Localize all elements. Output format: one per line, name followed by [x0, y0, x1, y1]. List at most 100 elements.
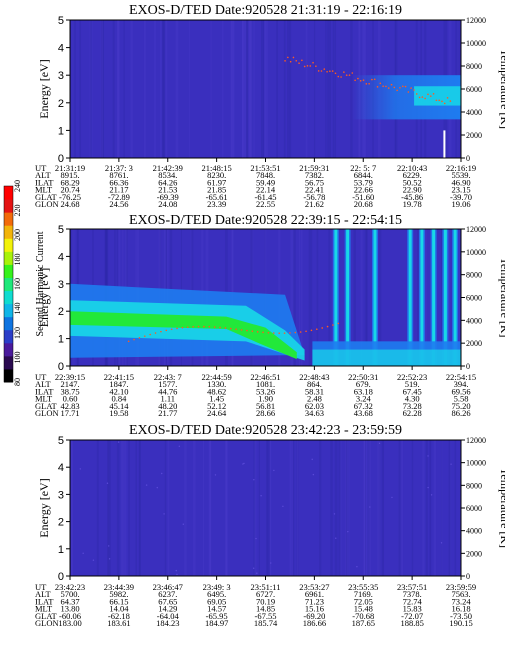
heatmap-stripe	[365, 440, 367, 576]
heatmap-stripe	[248, 20, 252, 158]
table-cell: 17.71	[60, 408, 79, 418]
noise-speck	[175, 569, 178, 572]
table-row-label: ALT	[35, 170, 52, 180]
y-tick-label: 1	[58, 334, 64, 346]
heatmap-stripe	[289, 440, 292, 576]
heatmap-stripe	[417, 229, 420, 366]
data-gap-mark	[443, 130, 446, 158]
table-cell: 75.20	[451, 401, 470, 411]
y-axis-label: Energy [eV]	[37, 478, 51, 537]
table-cell: 14.29	[158, 604, 177, 614]
heatmap-stripe	[117, 20, 120, 158]
heatmap-stripe	[325, 20, 327, 158]
table-cell: 23:51:11	[251, 582, 281, 592]
energy-band-green	[70, 311, 297, 360]
temperature-trace-point	[294, 331, 297, 334]
table-cell: 46.90	[451, 177, 470, 187]
table-cell: 52.12	[207, 401, 226, 411]
table-cell: 1847.	[109, 379, 128, 389]
table-cell: 66.36	[109, 177, 128, 187]
heatmap-stripe	[327, 20, 329, 158]
temperature-trace-point	[424, 97, 426, 100]
table-cell: 64.37	[60, 596, 79, 606]
noise-speck	[440, 542, 443, 544]
table-cell: 69.56	[451, 386, 470, 396]
y-tick-label: 3	[58, 279, 64, 291]
heatmap-stripe	[209, 440, 212, 576]
heatmap-stripe	[269, 440, 272, 576]
colorbar-tick-label: 240	[13, 180, 22, 192]
heatmap-stripe	[107, 440, 110, 576]
y-right-tick-label: 8000	[466, 271, 482, 280]
burst-column-core	[420, 229, 424, 366]
temperature-trace-point	[385, 85, 387, 88]
table-cell: 23.39	[207, 199, 226, 209]
temperature-trace-point	[143, 335, 146, 337]
temperature-trace-point	[278, 332, 280, 334]
temperature-trace-point	[133, 338, 135, 341]
table-cell: 0.84	[111, 394, 127, 404]
colorbar-segment	[4, 212, 13, 226]
table-cell: 73.24	[451, 596, 471, 606]
temperature-trace-point	[329, 70, 331, 73]
table-cell: -69.20	[303, 611, 325, 621]
temperature-trace-point	[343, 71, 345, 73]
heatmap-stripe	[253, 20, 255, 158]
y-right-tick-label: 4000	[466, 527, 482, 536]
temperature-trace-point	[449, 100, 452, 102]
table-cell: 5.58	[454, 394, 469, 404]
table-cell: 48.62	[207, 386, 226, 396]
colorbar-segment	[4, 238, 13, 252]
colorbar-tick-label: 220	[13, 205, 22, 217]
heatmap-stripe	[424, 229, 427, 366]
temperature-trace-point	[415, 93, 418, 95]
temperature-trace-point	[303, 65, 306, 68]
y-right-tick-label: 2000	[466, 131, 482, 140]
heatmap-stripe	[249, 20, 253, 158]
noise-speck	[356, 566, 358, 568]
temperature-trace-point	[432, 92, 435, 95]
y-tick-label: 4	[58, 251, 64, 263]
table-cell: 679.	[356, 379, 371, 389]
heatmap-stripe	[291, 440, 293, 576]
table-cell: 22:46:51	[250, 372, 280, 382]
table-cell: 6229.	[403, 170, 422, 180]
table-cell: 8230.	[207, 170, 226, 180]
heatmap-stripe	[241, 20, 244, 158]
table-cell: 3.24	[356, 394, 372, 404]
table-cell: 15.83	[403, 604, 422, 614]
heatmap-stripe	[296, 440, 299, 576]
heatmap-stripe	[160, 20, 162, 158]
table-cell: 64.26	[158, 177, 177, 187]
temperature-trace-point	[229, 327, 232, 330]
table-cell: 67.32	[354, 401, 373, 411]
table-cell: 14.57	[207, 604, 226, 614]
temperature-trace-point	[427, 93, 429, 96]
table-cell: 22.55	[256, 199, 275, 209]
heatmap-stripe	[117, 20, 120, 158]
y-axis-label-right: Temperature [K]	[498, 49, 505, 129]
table-cell: 21:42:39	[153, 163, 183, 173]
table-row-label: UT	[35, 372, 47, 382]
table-cell: -65.95	[206, 611, 228, 621]
temperature-trace-point	[351, 72, 354, 74]
table-cell: 5982.	[109, 589, 128, 599]
temperature-trace-point	[379, 82, 382, 85]
table-cell: 22:39:15	[55, 372, 85, 382]
table-cell: 22:16:19	[446, 163, 476, 173]
temperature-trace-point	[323, 68, 326, 70]
temperature-trace-point	[362, 79, 365, 81]
spectrogram-panel-1: EXOS-D/TED Date:920528 21:31:19 - 22:16:…	[35, 3, 505, 209]
table-cell: 43.68	[354, 408, 373, 418]
temperature-trace-point	[309, 65, 312, 67]
heatmap-stripe	[382, 440, 385, 576]
temperature-trace-point	[345, 74, 348, 76]
temperature-trace-point	[298, 62, 300, 64]
heatmap-stripe	[161, 20, 165, 158]
heatmap-stripe	[305, 20, 308, 158]
table-cell: 7848.	[256, 170, 275, 180]
heatmap-stripe	[429, 440, 432, 576]
y-right-tick-label: 6000	[466, 294, 482, 303]
table-row-label: GLON	[35, 199, 59, 209]
colorbar-tick-label: 160	[13, 278, 22, 290]
